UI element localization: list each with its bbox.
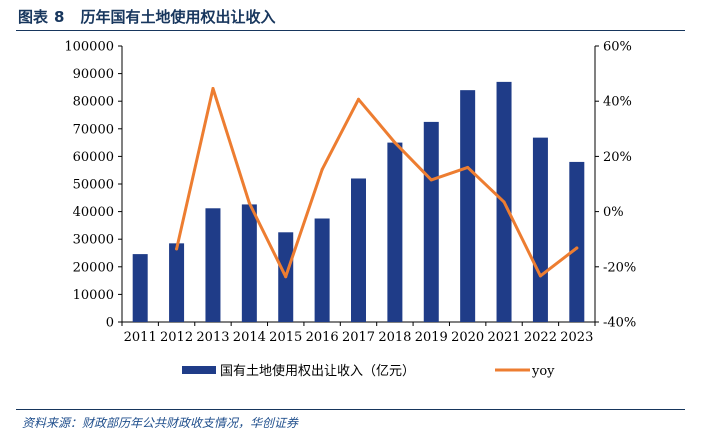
x-tick-label: 2016: [306, 330, 339, 345]
yoy-line-series: [175, 87, 579, 279]
x-tick-label: 2015: [269, 330, 302, 345]
yoy-point-2020: [466, 165, 470, 169]
right-tick-label: -40%: [603, 316, 636, 331]
yoy-point-2012: [175, 247, 179, 251]
bar-series: [132, 81, 585, 323]
left-tick-label: 70000: [73, 122, 114, 137]
left-tick-label: 80000: [73, 95, 114, 110]
right-tick-label: -20%: [603, 260, 636, 275]
yoy-point-2013: [211, 87, 215, 91]
yoy-point-2021: [502, 200, 506, 204]
source-divider: [16, 409, 685, 410]
bar-2023: [569, 161, 585, 322]
left-tick-label: 10000: [73, 288, 114, 303]
yoy-point-2015: [284, 275, 288, 279]
x-tick-label: 2021: [487, 330, 520, 345]
yoy-point-2023: [575, 246, 579, 250]
title-divider: [16, 30, 685, 31]
bar-2018: [387, 142, 403, 322]
yoy-line: [175, 87, 579, 279]
yoy-point-2017: [357, 97, 360, 101]
left-tick-label: 100000: [64, 40, 114, 55]
left-tick-label: 40000: [73, 205, 114, 220]
left-tick-label: 0: [106, 316, 114, 331]
left-tick-label: 50000: [73, 178, 114, 193]
bar-2013: [205, 208, 221, 322]
x-tick-label: 2019: [415, 330, 448, 345]
right-tick-label: 60%: [603, 40, 632, 55]
x-tick-label: 2017: [342, 330, 375, 345]
legend-bar-label: 国有土地使用权出让收入（亿元）: [220, 363, 415, 379]
bar-2020: [460, 90, 476, 322]
yoy-point-2018: [393, 141, 397, 145]
chart-axes: 0 10000 20000 30000 40000 50000 60000 70000 8000…: [64, 40, 636, 346]
legend-bar-swatch: [182, 366, 216, 374]
bar-2011: [132, 254, 148, 322]
left-tick-label: 60000: [73, 150, 114, 165]
figure-title: 图表 8 历年国有土地使用权出让收入: [18, 6, 275, 28]
x-tick-label: 2020: [451, 330, 484, 345]
source-note: 资料来源：财政部历年公共财政收支情况，华创证券: [22, 416, 299, 430]
bar-2014: [241, 204, 257, 322]
figure-number: 8: [54, 8, 65, 26]
yoy-point-2022: [538, 274, 542, 278]
x-tick-label: 2012: [160, 330, 193, 345]
legend-line-label: yoy: [531, 364, 555, 379]
x-tick-label: 2013: [196, 330, 229, 345]
yoy-point-2019: [429, 178, 433, 182]
figure-title-text: 历年国有土地使用权出让收入: [80, 8, 276, 26]
x-tick-label: 2023: [560, 330, 593, 345]
x-tick-label: 2014: [233, 330, 266, 345]
bar-2019: [423, 121, 439, 323]
legend: 国有土地使用权出让收入（亿元） yoy: [182, 363, 555, 379]
yoy-point-2014: [247, 201, 251, 205]
right-tick-label: 40%: [603, 95, 632, 110]
yoy-point-2016: [320, 168, 324, 172]
right-tick-label: 0%: [603, 205, 624, 220]
bar-2012: [169, 243, 185, 322]
bar-2022: [532, 137, 548, 322]
x-tick-label: 2011: [124, 330, 157, 345]
x-tick-label: 2018: [378, 330, 411, 345]
figure-label: 图表: [18, 8, 49, 26]
bar-2017: [351, 178, 366, 322]
x-tick-label: 2022: [524, 330, 557, 345]
left-tick-label: 90000: [73, 67, 114, 82]
right-tick-label: 20%: [603, 150, 632, 165]
left-tick-label: 20000: [73, 260, 114, 275]
left-tick-label: 30000: [73, 233, 114, 248]
bar-2016: [314, 218, 330, 322]
